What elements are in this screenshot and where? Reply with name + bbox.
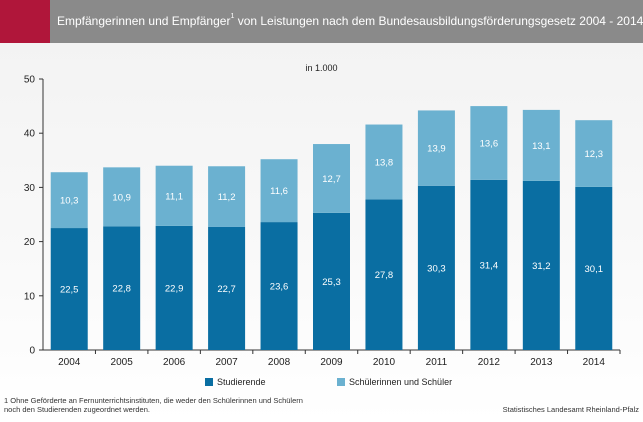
data-label: 22,8 [112,284,131,295]
chart-title-main: Empfängerinnen und Empfänger [57,14,231,28]
x-tick-label: 2007 [215,357,238,368]
data-label: 25,3 [322,277,341,288]
x-tick-label: 2013 [530,357,553,368]
data-label: 22,9 [165,283,184,294]
chart-title-rest: von Leistungen nach dem Bundesausbildung… [234,14,643,28]
legend-swatch-schueler [337,378,345,386]
bar-segment-schueler [103,167,141,227]
title-bar: Empfängerinnen und Empfänger1 von Leistu… [0,0,643,43]
bar-segment-studierende [417,185,455,350]
y-tick-label: 30 [24,183,36,194]
x-tick-label: 2010 [373,357,396,368]
data-label: 13,9 [427,144,446,155]
x-tick-label: 2004 [58,357,81,368]
legend-label-schueler: Schülerinnen und Schüler [349,377,453,387]
data-label: 22,7 [217,284,236,295]
bar-segment-schueler [208,166,246,227]
bar-segment-schueler [365,124,403,200]
x-tick-label: 2006 [163,357,186,368]
bar-segment-schueler [313,144,350,213]
data-label: 22,5 [60,285,79,296]
chart-legend: Studierende Schülerinnen und Schüler [0,377,643,391]
x-tick-label: 2008 [268,357,291,368]
legend-label-studierende: Studierende [217,377,266,387]
bar-segment-studierende [522,180,560,350]
legend-swatch-studierende [205,378,213,386]
chart-title: Empfängerinnen und Empfänger1 von Leistu… [57,13,643,28]
legend-item-studierende: Studierende [205,377,266,387]
y-tick-label: 40 [24,129,36,140]
bar-segment-schueler [470,106,508,180]
bar-segment-studierende [313,212,350,350]
footnote-line-1: 1 Ohne Geförderte an Fernunterrichtsinst… [4,396,303,405]
data-label: 11,1 [165,191,183,202]
data-label: 11,6 [270,186,288,197]
bar-segment-schueler [260,159,298,223]
bar-segment-studierende [575,186,613,350]
y-tick-label: 10 [24,291,36,302]
footnote-line-2: noch den Studierenden zugeordnet werden. [4,405,150,414]
bar-segment-studierende [260,222,298,350]
bar-segment-studierende [155,225,193,350]
x-tick-label: 2011 [426,357,448,368]
bar-segment-studierende [470,179,508,350]
y-tick-label: 0 [29,346,35,357]
bar-segment-studierende [103,226,141,350]
source-credit: Statistisches Landesamt Rheinland-Pfalz [502,405,639,414]
bar-segment-schueler [155,165,193,226]
data-label: 12,7 [322,174,341,185]
bar-segment-studierende [365,199,403,350]
bar-segment-schueler [575,120,613,187]
data-label: 30,3 [427,263,446,274]
x-tick-label: 2012 [478,357,501,368]
bar-segment-schueler [50,172,88,229]
data-label: 30,1 [585,264,604,275]
data-label: 13,6 [480,138,499,149]
x-tick-label: 2009 [320,357,343,368]
data-label: 12,3 [585,149,604,160]
bar-segment-studierende [208,226,246,350]
y-tick-label: 20 [24,237,36,248]
bar-segment-studierende [50,228,88,350]
data-label: 13,1 [532,141,551,152]
legend-item-schueler: Schülerinnen und Schüler [337,377,452,387]
data-label: 10,9 [112,192,131,203]
data-label: 10,3 [60,196,79,207]
y-tick-label: 50 [24,75,36,86]
data-label: 31,4 [480,260,499,271]
data-label: 23,6 [270,282,289,293]
footnote: 1 Ohne Geförderte an Fernunterrichtsinst… [4,396,404,414]
data-label: 13,8 [375,157,394,168]
x-tick-label: 2014 [583,357,606,368]
bar-segment-schueler [417,110,455,186]
bar-segment-schueler [522,109,560,181]
brand-accent [0,0,50,43]
data-label: 11,2 [218,192,236,203]
data-label: 31,2 [532,261,551,272]
data-label: 27,8 [375,270,394,281]
footnote-marker: 1 [230,13,235,20]
chart-unit-label: in 1.000 [305,63,338,73]
x-tick-label: 2005 [111,357,134,368]
